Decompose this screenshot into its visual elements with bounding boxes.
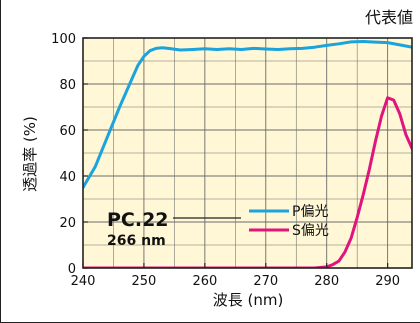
series-line-1: [83, 40, 412, 189]
y-tick-label: 80: [59, 78, 76, 93]
legend-label-2: S偏光: [292, 223, 329, 239]
x-tick-label: 250: [132, 274, 157, 289]
y-tick-label: 20: [59, 216, 76, 231]
y-axis-label: 透過率 (%): [21, 116, 39, 192]
legend: P偏光 S偏光: [249, 204, 329, 239]
y-tick-label: 40: [59, 170, 76, 185]
annotation-wavelength: 266 nm: [107, 233, 166, 249]
legend-label-1: P偏光: [292, 204, 328, 220]
x-tick-label: 260: [192, 274, 217, 289]
x-tick-label: 240: [71, 274, 96, 289]
y-tick-label: 60: [59, 124, 76, 139]
series-layer: [83, 40, 412, 268]
y-tick-label: 100: [51, 32, 76, 47]
axis-ticks: 240 250 260 270 280 290 0 20 40 60 80 100: [51, 32, 400, 289]
chart-title: 代表値: [365, 8, 413, 27]
annotation-model: PC.22: [107, 209, 169, 231]
x-tick-label: 270: [253, 274, 278, 289]
plot-border: [82, 37, 413, 269]
x-axis-label: 波長 (nm): [213, 291, 284, 309]
annotation: PC.22 266 nm: [107, 209, 241, 249]
x-tick-label: 280: [314, 274, 339, 289]
x-tick-label: 290: [375, 274, 400, 289]
series-line-2: [83, 96, 412, 268]
y-tick-label: 0: [68, 262, 76, 277]
